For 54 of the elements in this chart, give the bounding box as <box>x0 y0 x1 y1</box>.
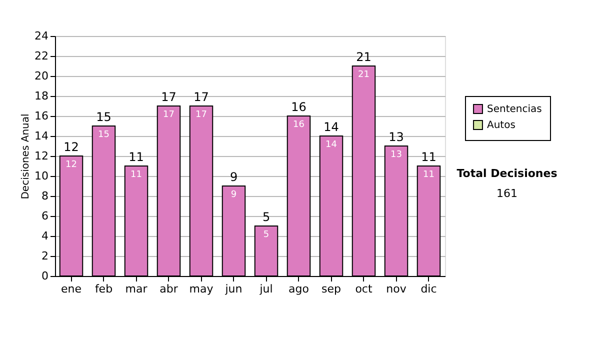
y-tick-label: 18 <box>34 90 48 102</box>
data-label: 11 <box>423 170 434 180</box>
x-tick-label: jul <box>258 282 273 296</box>
total-label: 16 <box>291 100 306 114</box>
data-label: 9 <box>230 190 237 200</box>
total-label: 9 <box>230 170 238 184</box>
y-tick-label: 24 <box>34 30 48 42</box>
y-tick-label: 22 <box>34 50 48 62</box>
total-label: 5 <box>262 210 270 224</box>
x-tick-label: ene <box>60 282 82 296</box>
x-tick-label: may <box>189 282 214 296</box>
total-label: 11 <box>421 150 436 164</box>
total-label: 15 <box>96 110 112 124</box>
legend-label: Sentencias <box>487 104 542 115</box>
x-tick-label: oct <box>355 282 373 296</box>
data-label: 16 <box>293 120 305 130</box>
x-tick-label: nov <box>386 282 407 296</box>
y-tick-label: 10 <box>34 170 48 182</box>
data-label: 17 <box>196 110 207 120</box>
text: Total Decisiones <box>456 167 558 180</box>
data-label: 12 <box>66 160 77 170</box>
y-tick-label: 2 <box>42 250 48 262</box>
total-label: 17 <box>194 90 209 104</box>
x-tick-label: dic <box>420 282 437 296</box>
x-tick-label: mar <box>125 282 148 296</box>
y-tick-label: 8 <box>42 190 48 202</box>
total-label: 11 <box>128 150 144 164</box>
total-label: 21 <box>356 50 372 64</box>
x-tick-label: sep <box>322 282 342 296</box>
total-label: 13 <box>388 130 404 144</box>
data-label: 13 <box>390 150 402 160</box>
legend-label: Autos <box>487 120 516 131</box>
y-tick-label: 14 <box>34 130 48 142</box>
y-tick-label: 20 <box>34 70 48 82</box>
data-label: 11 <box>130 170 142 180</box>
data-label: 21 <box>358 70 370 80</box>
data-label: 17 <box>163 110 174 120</box>
x-tick-label: ago <box>288 282 310 296</box>
total-label: 14 <box>324 120 339 134</box>
x-tick-label: abr <box>160 282 178 296</box>
y-tick-label: 16 <box>34 110 48 122</box>
text: 161 <box>496 187 518 200</box>
data-label: 5 <box>263 230 270 240</box>
y-axis-title: Decisiones Anual <box>20 114 32 200</box>
y-tick-label: 4 <box>42 230 48 242</box>
total-label: 12 <box>64 140 79 154</box>
x-tick-label: jun <box>224 282 242 296</box>
y-tick-label: 6 <box>42 210 48 222</box>
y-tick-label: 12 <box>34 150 48 162</box>
data-label: 14 <box>326 140 338 150</box>
total-label: 17 <box>161 90 176 104</box>
y-tick-label: 0 <box>42 270 48 282</box>
x-tick-label: feb <box>94 282 113 296</box>
data-label: 15 <box>98 130 110 140</box>
